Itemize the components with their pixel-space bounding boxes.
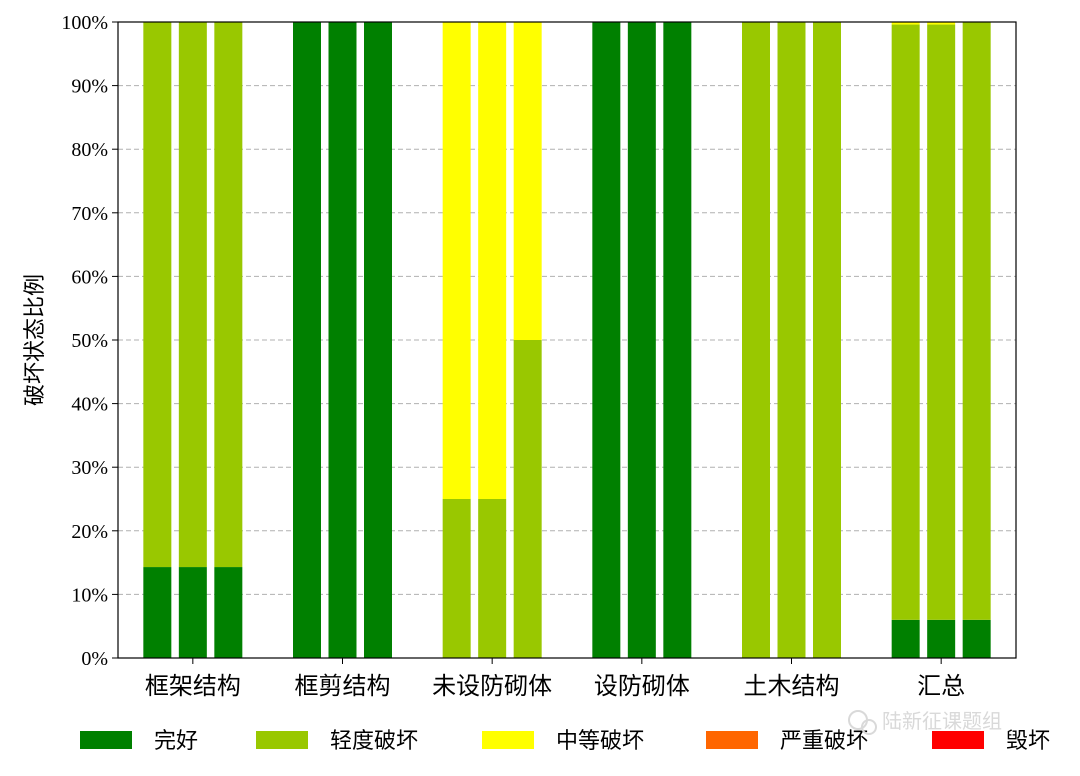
legend-label: 中等破坏 [556,729,644,754]
legend-swatch [932,731,984,749]
x-tick-label: 汇总 [917,672,965,700]
bar-segment [891,22,920,25]
x-tick-label: 未设防砌体 [432,672,552,700]
watermark: 陆新征课题组 [848,709,1002,735]
bar-segment [293,22,321,658]
grid-lines [118,85,1016,595]
legend-swatch [80,731,132,749]
y-tick-label: 40% [71,394,108,416]
bar-segment [592,22,621,658]
bar-segment [742,22,770,658]
y-tick-label: 100% [61,12,108,34]
bar-segment [478,22,507,499]
x-tick-label: 土木结构 [744,672,840,700]
y-tick-label: 80% [71,139,108,161]
bar-segment [891,619,920,658]
bar-segment [627,22,656,658]
bar-segment [663,22,692,658]
bar-segment [143,22,172,568]
x-tick-label: 设防砌体 [594,672,690,700]
bar-segment [214,22,243,568]
legend-swatch [256,731,308,749]
y-tick-label: 20% [71,521,108,543]
x-tick-label: 框剪结构 [295,672,391,700]
bar-segment [178,22,207,568]
bar-segment [813,22,841,658]
bar-segment [442,22,471,499]
y-axis: 0% 10% 20% 30% 40% 50% 60% 70% 80% 90% 100% [61,12,118,670]
bar-segment [962,619,991,658]
y-tick-label: 60% [71,266,108,288]
y-axis-label: 破坏状态比例 [23,274,48,406]
bars [143,22,991,658]
bar-segment [777,22,806,658]
legend-label: 毁坏 [1006,729,1050,754]
x-axis: 框架结构 框剪结构 未设防砌体 设防砌体 土木结构 汇总 [145,658,965,700]
legend: 完好 轻度破坏 中等破坏 严重破坏 毁坏 [80,729,1050,754]
bar-segment [891,24,920,620]
x-tick-label: 框架结构 [145,672,241,700]
bar-segment [143,567,172,658]
bar-segment [214,567,243,658]
bar-segment [927,22,956,25]
bar-segment [178,567,207,658]
bar-segment [962,22,991,620]
legend-swatch [706,731,758,749]
bar-segment [513,340,542,658]
y-tick-label: 0% [81,648,108,670]
y-tick-label: 30% [71,457,108,479]
y-tick-label: 70% [71,203,108,225]
y-tick-label: 90% [71,76,108,98]
wechat-icon [848,710,877,735]
legend-label: 严重破坏 [780,729,868,754]
bar-segment [442,499,471,658]
bar-segment [364,22,392,658]
legend-label: 完好 [154,729,198,754]
y-tick-label: 10% [71,584,108,606]
y-tick-label: 50% [71,330,108,352]
watermark-text: 陆新征课题组 [882,709,1002,733]
bar-segment [478,499,507,658]
bar-segment [927,619,956,658]
bar-segment [927,24,956,620]
legend-swatch [482,731,534,749]
bar-segment [513,22,542,340]
bar-segment [328,22,357,658]
legend-label: 轻度破坏 [330,729,418,754]
